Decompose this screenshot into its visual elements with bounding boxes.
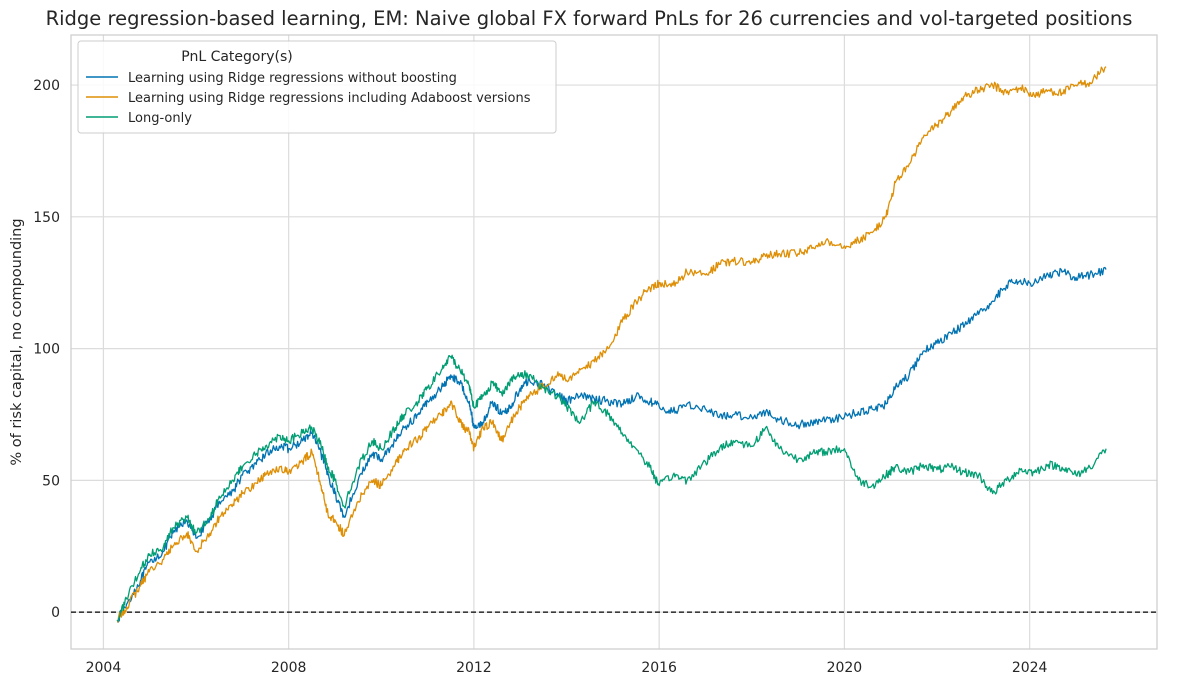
x-tick-label: 2024 bbox=[1012, 660, 1048, 676]
legend-title: PnL Category(s) bbox=[181, 49, 293, 65]
y-tick-label: 0 bbox=[51, 605, 60, 621]
x-tick-label: 2016 bbox=[641, 660, 677, 676]
x-tick-label: 2012 bbox=[456, 660, 492, 676]
legend: PnL Category(s) Learning using Ridge reg… bbox=[77, 40, 557, 134]
x-tick-label: 2020 bbox=[827, 660, 863, 676]
series-line-3 bbox=[116, 354, 1107, 622]
legend-items: Learning using Ridge regressions without… bbox=[86, 71, 531, 126]
y-tick-label: 100 bbox=[33, 342, 60, 358]
x-tick-label: 2008 bbox=[271, 660, 307, 676]
legend-box bbox=[77, 40, 557, 134]
y-tick-label: 200 bbox=[33, 78, 60, 94]
legend-entry-label: Long-only bbox=[128, 111, 192, 126]
series-line-1 bbox=[116, 266, 1107, 623]
y-axis-tick-labels: 0 50 100 150 200 bbox=[33, 78, 60, 621]
y-tick-label: 50 bbox=[42, 473, 60, 489]
y-axis-label: % of risk capital, no compounding bbox=[9, 218, 25, 465]
series-lines bbox=[116, 66, 1107, 623]
x-tick-label: 2004 bbox=[86, 660, 122, 676]
series-line-2 bbox=[116, 66, 1107, 623]
legend-entry-label: Learning using Ridge regressions without… bbox=[128, 71, 457, 86]
legend-entry-label: Learning using Ridge regressions includi… bbox=[128, 91, 531, 106]
x-axis-tick-labels: 2004 2008 2012 2016 2020 2024 bbox=[86, 660, 1048, 676]
y-tick-label: 150 bbox=[33, 210, 60, 226]
plot-area-frame bbox=[70, 34, 1158, 650]
chart-title: Ridge regression-based learning, EM: Nai… bbox=[45, 7, 1133, 30]
